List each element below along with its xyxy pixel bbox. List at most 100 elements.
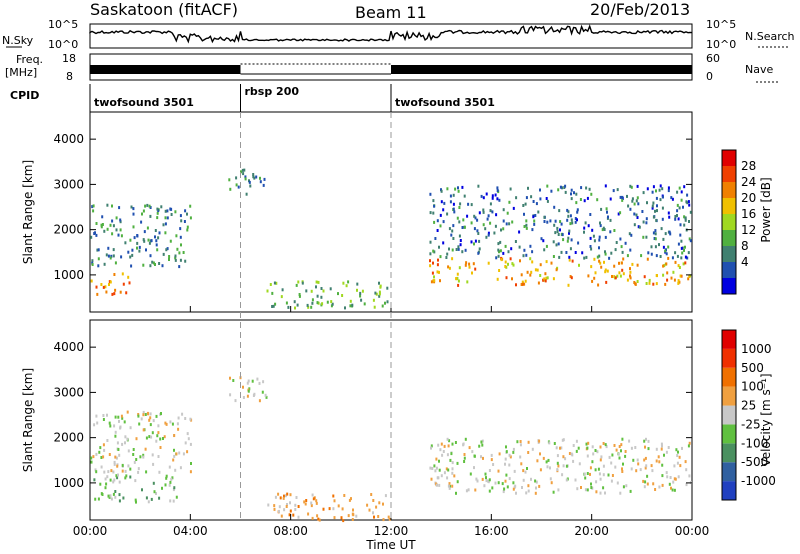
echo-cell xyxy=(295,283,298,287)
echo-cell xyxy=(189,470,192,474)
echo-cell xyxy=(635,469,638,473)
echo-cell xyxy=(549,477,552,481)
echo-cell xyxy=(498,198,501,202)
colorbar-tick-label: 100 xyxy=(741,380,764,394)
echo-cell xyxy=(604,250,606,254)
echo-cell xyxy=(633,223,636,227)
echo-cell xyxy=(363,302,366,306)
echo-cell xyxy=(126,410,129,414)
echo-cell xyxy=(659,255,662,258)
echo-cell xyxy=(636,216,639,219)
echo-cell xyxy=(681,251,684,255)
echo-cell xyxy=(559,220,562,224)
echo-cell xyxy=(179,227,182,231)
echo-cell xyxy=(688,237,691,241)
echo-cell xyxy=(673,477,676,481)
echo-cell xyxy=(598,254,601,258)
echo-cell xyxy=(629,270,632,274)
echo-cell xyxy=(667,189,670,193)
echo-cell xyxy=(616,274,619,278)
echo-cell xyxy=(613,229,616,232)
echo-cell xyxy=(665,252,668,256)
echo-cell xyxy=(144,447,147,451)
echo-cell xyxy=(186,225,189,229)
echo-cell xyxy=(676,203,679,207)
echo-cell xyxy=(142,209,145,213)
echo-cell xyxy=(486,217,489,221)
echo-cell xyxy=(655,447,658,451)
echo-cell xyxy=(553,442,556,445)
echo-cell xyxy=(556,468,559,472)
echo-cell xyxy=(136,234,139,237)
echo-cell xyxy=(683,223,686,227)
echo-cell xyxy=(673,464,676,468)
echo-cell xyxy=(144,204,147,208)
echo-cell xyxy=(670,276,673,280)
echo-cell xyxy=(520,462,523,466)
echo-cell xyxy=(629,489,632,493)
echo-cell xyxy=(265,395,268,399)
echo-cell xyxy=(115,456,118,460)
echo-cell xyxy=(482,196,485,200)
echo-cell xyxy=(534,491,537,495)
echo-cell xyxy=(502,219,505,223)
echo-cell xyxy=(545,460,548,464)
echo-cell xyxy=(568,452,571,455)
echo-cell xyxy=(631,197,634,201)
freq-label: Freq. xyxy=(16,53,43,66)
echo-cell xyxy=(613,444,616,447)
echo-cell xyxy=(189,216,192,220)
echo-cell xyxy=(105,290,108,294)
echo-cell xyxy=(473,227,476,231)
echo-cell xyxy=(555,446,558,450)
echo-cell xyxy=(112,248,115,252)
echo-cell xyxy=(140,220,143,224)
echo-cell xyxy=(562,464,565,468)
echo-cell xyxy=(310,289,313,293)
echo-cell xyxy=(520,283,523,286)
echo-cell xyxy=(662,245,665,249)
echo-cell xyxy=(388,517,391,521)
echo-cell xyxy=(622,462,624,466)
echo-cell xyxy=(435,466,438,470)
echo-cell xyxy=(476,218,479,222)
echo-cell xyxy=(263,177,266,181)
echo-cell xyxy=(621,470,624,473)
colorbar-swatch xyxy=(722,182,736,198)
echo-cell xyxy=(457,189,460,193)
echo-cell xyxy=(636,263,639,267)
echo-cell xyxy=(559,185,562,189)
echo-cell xyxy=(189,417,192,421)
echo-cell xyxy=(316,294,319,298)
power-y-ticks: 1000 2000 3000 4000 xyxy=(53,132,692,282)
echo-cell xyxy=(430,280,433,284)
echo-cell xyxy=(570,452,573,456)
echo-cell xyxy=(568,258,571,262)
echo-cell xyxy=(669,476,672,479)
echo-cell xyxy=(687,251,690,255)
echo-cell xyxy=(129,426,132,430)
echo-cell xyxy=(122,282,125,286)
echo-cell xyxy=(561,438,564,442)
echo-cell xyxy=(436,229,439,232)
echo-cell xyxy=(560,446,563,450)
freq-trace xyxy=(90,63,692,75)
echo-cell xyxy=(564,457,567,461)
echo-cell xyxy=(282,496,285,500)
echo-cell xyxy=(307,305,310,309)
echo-cell xyxy=(540,237,543,241)
echo-cell xyxy=(490,453,493,457)
echo-cell xyxy=(142,413,145,417)
nsearch-axis-bottom: 10^0 xyxy=(706,38,736,51)
echo-cell xyxy=(583,230,585,234)
echo-cell xyxy=(315,499,318,503)
echo-cell xyxy=(155,414,158,418)
echo-cell xyxy=(487,480,490,484)
echo-cell xyxy=(618,445,621,448)
echo-cell xyxy=(442,241,445,245)
echo-cell xyxy=(169,207,172,211)
echo-cell xyxy=(165,248,168,252)
echo-cell xyxy=(164,216,167,220)
echo-cell xyxy=(610,479,613,483)
echo-cell xyxy=(667,211,670,215)
